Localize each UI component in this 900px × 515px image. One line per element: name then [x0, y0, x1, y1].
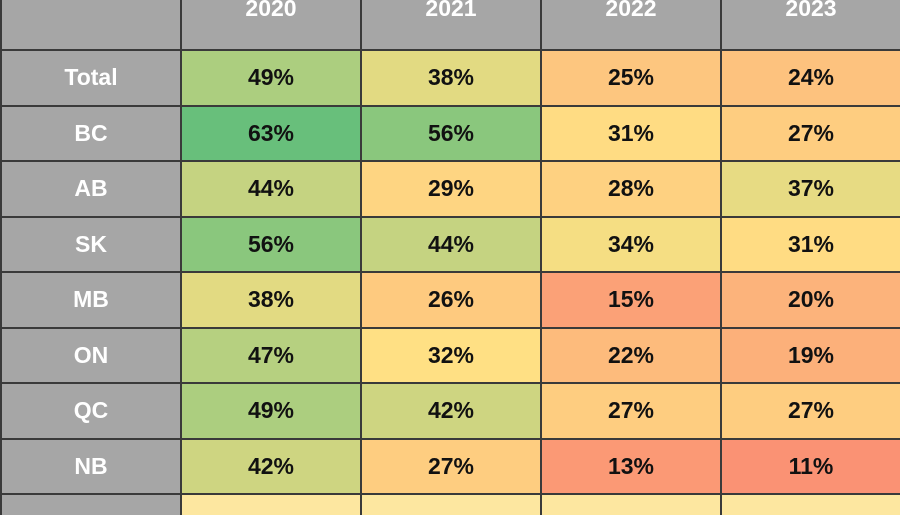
row-label: ON [2, 328, 180, 382]
heatmap-cell: 34% [542, 217, 720, 271]
heatmap-cell-partial [182, 495, 360, 515]
row-label: QC [2, 384, 180, 438]
heatmap-cell: 28% [542, 162, 720, 216]
heatmap-cell: 37% [722, 162, 900, 216]
column-header: 2023 [722, 0, 900, 49]
heatmap-cell: 22% [542, 328, 720, 382]
column-header: 2022 [542, 0, 720, 49]
corner-cell [2, 0, 180, 49]
heatmap-cell: 38% [182, 273, 360, 327]
row-label: Total [2, 51, 180, 105]
heatmap-cell: 32% [362, 328, 540, 382]
heatmap-cell: 49% [182, 384, 360, 438]
heatmap-cell: 63% [182, 106, 360, 160]
heatmap-cell: 44% [362, 217, 540, 271]
row-label: AB [2, 162, 180, 216]
heatmap-cell: 27% [722, 384, 900, 438]
row-label: MB [2, 273, 180, 327]
heatmap-cell: 11% [722, 439, 900, 493]
row-label: SK [2, 217, 180, 271]
row-label: BC [2, 106, 180, 160]
heatmap-cell: 26% [362, 273, 540, 327]
heatmap-cell-partial [362, 495, 540, 515]
heatmap-cell: 27% [362, 439, 540, 493]
heatmap-cell: 20% [722, 273, 900, 327]
heatmap-cell: 25% [542, 51, 720, 105]
heatmap-cell: 56% [362, 106, 540, 160]
heatmap-cell-partial [722, 495, 900, 515]
heatmap-cell: 47% [182, 328, 360, 382]
heatmap-cell: 42% [362, 384, 540, 438]
heatmap-cell: 56% [182, 217, 360, 271]
heatmap-cell: 27% [722, 106, 900, 160]
heatmap-cell: 19% [722, 328, 900, 382]
row-label-partial [2, 495, 180, 515]
heatmap-cell: 38% [362, 51, 540, 105]
heatmap-cell: 15% [542, 273, 720, 327]
column-header: 2021 [362, 0, 540, 49]
heatmap-cell: 31% [542, 106, 720, 160]
heatmap-cell-partial [542, 495, 720, 515]
heatmap-cell: 42% [182, 439, 360, 493]
column-header: 2020 [182, 0, 360, 49]
heatmap-cell: 13% [542, 439, 720, 493]
heatmap-cell: 31% [722, 217, 900, 271]
heatmap-cell: 24% [722, 51, 900, 105]
heatmap-cell: 29% [362, 162, 540, 216]
row-label: NB [2, 439, 180, 493]
heatmap-cell: 27% [542, 384, 720, 438]
heatmap-cell: 49% [182, 51, 360, 105]
heatmap-cell: 44% [182, 162, 360, 216]
